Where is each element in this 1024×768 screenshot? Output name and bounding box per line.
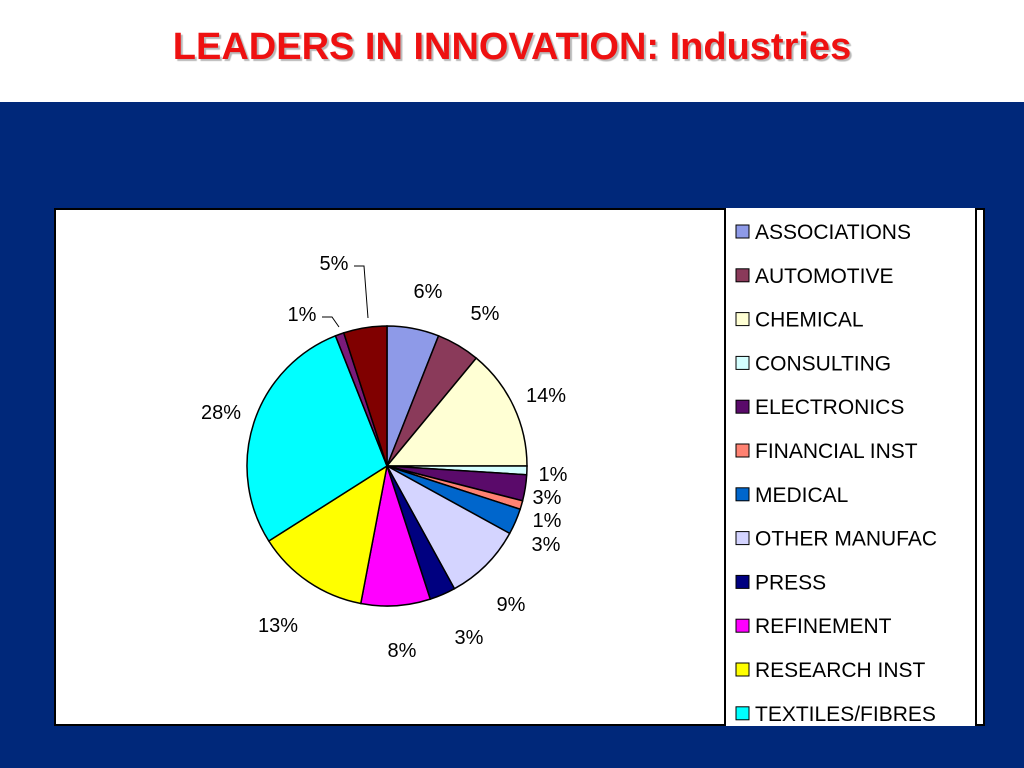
title-band: LEADERS IN INNOVATION: Industries bbox=[0, 0, 1024, 102]
legend-label: AUTOMOTIVE bbox=[755, 265, 893, 288]
legend-swatch bbox=[735, 443, 750, 458]
legend-label: MEDICAL bbox=[755, 484, 848, 507]
legend-label: ELECTRONICS bbox=[755, 396, 904, 419]
data-label: 6% bbox=[414, 281, 443, 303]
legend-label: ASSOCIATIONS bbox=[755, 221, 911, 244]
legend-label: FINANCIAL INST bbox=[755, 440, 918, 463]
data-label: 13% bbox=[258, 615, 298, 637]
pie-slice-research-inst bbox=[267, 464, 389, 605]
legend-swatch bbox=[735, 662, 750, 677]
slide-title: LEADERS IN INNOVATION: Industries bbox=[172, 26, 852, 68]
pie-slice-textiles-fibres bbox=[246, 334, 388, 543]
pie-slice-unlabeled-13 bbox=[342, 325, 388, 467]
legend-swatch bbox=[735, 355, 750, 370]
data-label: 1% bbox=[288, 304, 317, 326]
legend: ASSOCIATIONS AUTOMOTIVE CHEMICAL CONSULTING… bbox=[724, 208, 977, 726]
data-label: 1% bbox=[539, 464, 568, 486]
legend-label: PRESS bbox=[755, 571, 826, 594]
pie-slice-chemical bbox=[385, 357, 528, 467]
legend-swatch bbox=[735, 268, 750, 283]
data-label: 8% bbox=[388, 640, 417, 662]
legend-label: REFINEMENT bbox=[755, 615, 892, 638]
legend-swatch bbox=[735, 487, 750, 502]
legend-label: CHEMICAL bbox=[755, 309, 864, 332]
legend-swatch bbox=[735, 706, 750, 721]
data-label: 3% bbox=[455, 627, 484, 649]
legend-swatch bbox=[735, 574, 750, 589]
legend-label: RESEARCH INST bbox=[755, 659, 926, 682]
data-label: 5% bbox=[471, 303, 500, 325]
legend-swatch bbox=[735, 399, 750, 414]
legend-label: TEXTILES/FIBRES bbox=[755, 703, 936, 722]
data-label: 28% bbox=[201, 402, 241, 424]
legend-swatch bbox=[735, 531, 750, 546]
data-label: 3% bbox=[532, 534, 561, 556]
pie-chart: 6%5%14%1%3%1%3%9%3%8%13%28%1%5% bbox=[201, 253, 568, 662]
legend-label: OTHER MANUFAC bbox=[755, 528, 937, 551]
data-label: 9% bbox=[497, 594, 526, 616]
legend-label: CONSULTING bbox=[755, 352, 891, 375]
data-label: 1% bbox=[533, 510, 562, 532]
leader-line bbox=[354, 265, 369, 319]
data-label: 5% bbox=[320, 253, 349, 275]
data-label: 3% bbox=[533, 487, 562, 509]
data-label: 14% bbox=[526, 385, 566, 407]
pie-slice-other-manufac bbox=[385, 464, 511, 590]
legend-swatch bbox=[735, 312, 750, 327]
legend-swatch bbox=[735, 224, 750, 239]
leader-line bbox=[322, 316, 340, 328]
legend-swatch bbox=[735, 618, 750, 633]
legend-list: ASSOCIATIONS AUTOMOTIVE CHEMICAL CONSULTING… bbox=[735, 221, 937, 722]
